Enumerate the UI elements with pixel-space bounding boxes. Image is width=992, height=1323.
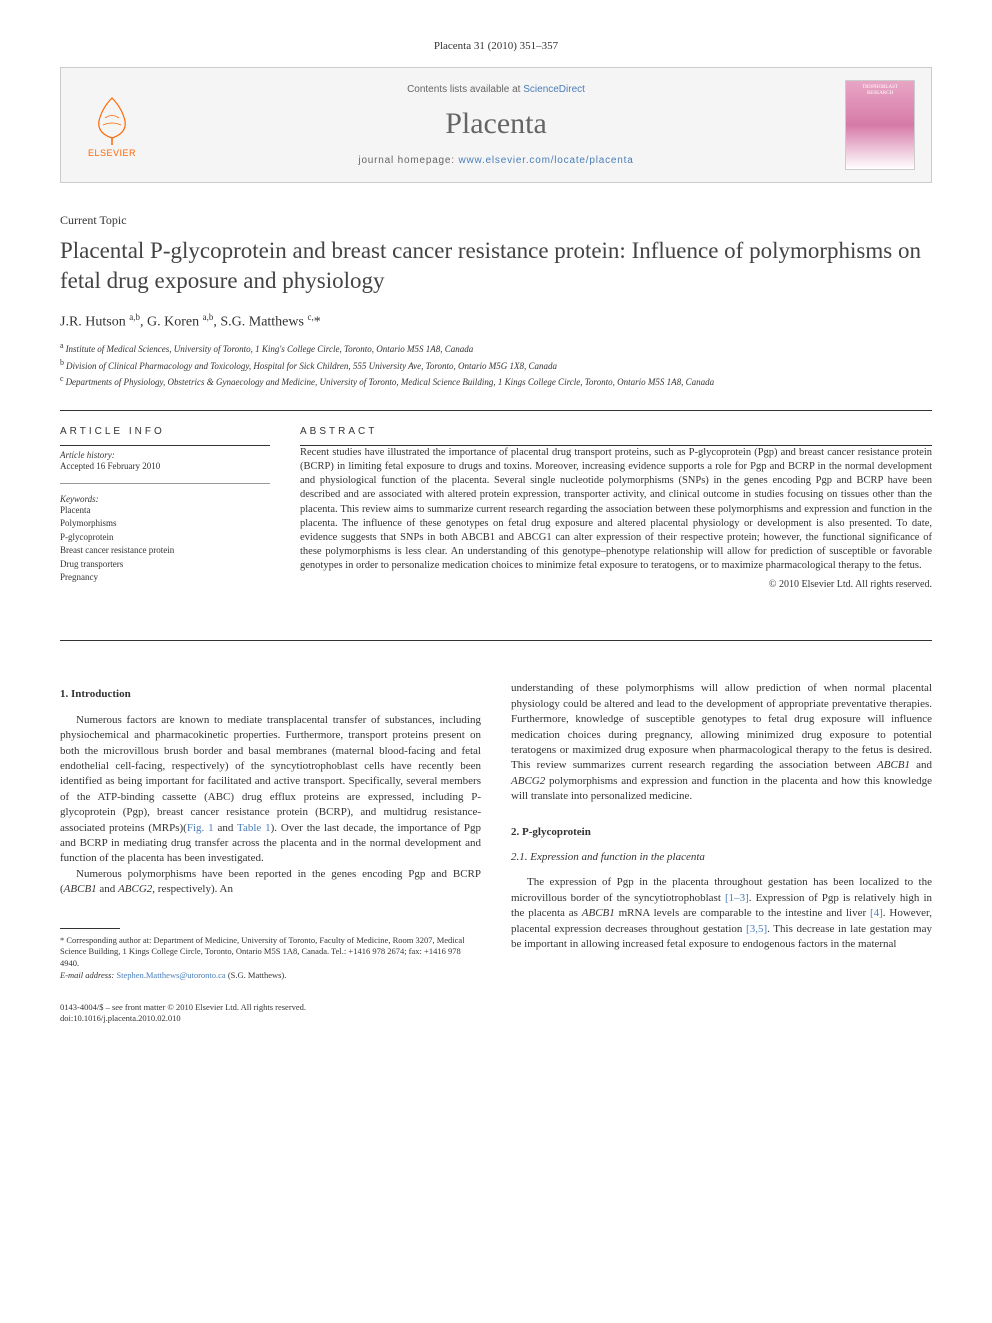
homepage-link[interactable]: www.elsevier.com/locate/placenta (458, 155, 633, 166)
divider-bottom (60, 640, 932, 641)
info-abstract-row: ARTICLE INFO Article history: Accepted 1… (60, 426, 932, 591)
elsevier-logo: ELSEVIER (77, 85, 147, 165)
affiliations: a Institute of Medical Sciences, Univers… (60, 340, 932, 390)
affiliation-line: a Institute of Medical Sciences, Univers… (60, 340, 932, 357)
article-info-heading: ARTICLE INFO (60, 426, 270, 437)
keywords-label: Keywords: (60, 494, 270, 504)
article-type: Current Topic (60, 213, 932, 228)
body-text: 1. Introduction Numerous factors are kno… (60, 681, 932, 1024)
article-info-column: ARTICLE INFO Article history: Accepted 1… (60, 426, 270, 591)
keyword-item: Breast cancer resistance protein (60, 544, 270, 558)
journal-header-box: ELSEVIER Contents lists available at Sci… (60, 67, 932, 183)
journal-cover-thumbnail: TROPHOBLAST RESEARCH (845, 80, 915, 170)
email-suffix: (S.G. Matthews). (226, 970, 287, 980)
col2-para-1: understanding of these polymorphisms wil… (511, 681, 932, 804)
footnote-email-line: E-mail address: Stephen.Matthews@utoront… (60, 970, 481, 982)
cover-text-bottom: RESEARCH (867, 91, 893, 97)
keyword-item: P-glycoprotein (60, 531, 270, 545)
footer-issn: 0143-4004/$ – see front matter © 2010 El… (60, 1002, 481, 1013)
info-divider-1 (60, 445, 270, 446)
section-2-heading: 2. P-glycoprotein (511, 825, 932, 840)
info-divider-2 (60, 483, 270, 484)
elsevier-tree-icon (87, 93, 137, 148)
table-1-link[interactable]: Table 1 (237, 822, 271, 834)
contents-prefix: Contents lists available at (407, 84, 523, 95)
section-1-para-2: Numerous polymorphisms have been reporte… (60, 867, 481, 898)
accepted-date: Accepted 16 February 2010 (60, 460, 270, 473)
sciencedirect-link[interactable]: ScienceDirect (523, 84, 585, 95)
keyword-item: Drug transporters (60, 558, 270, 572)
divider-top (60, 410, 932, 411)
affiliation-line: c Departments of Physiology, Obstetrics … (60, 373, 932, 390)
fig-1-link[interactable]: Fig. 1 (187, 822, 214, 834)
citation-header: Placenta 31 (2010) 351–357 (60, 40, 932, 52)
email-label: E-mail address: (60, 970, 116, 980)
journal-name: Placenta (167, 107, 825, 141)
abstract-heading: ABSTRACT (300, 426, 932, 437)
header-center: Contents lists available at ScienceDirec… (167, 84, 825, 166)
section-2-1-para-1: The expression of Pgp in the placenta th… (511, 875, 932, 952)
corresponding-author-footnote: * Corresponding author at: Department of… (60, 935, 481, 983)
homepage-prefix: journal homepage: (358, 155, 458, 166)
affiliation-line: b Division of Clinical Pharmacology and … (60, 357, 932, 374)
body-column-right: understanding of these polymorphisms wil… (511, 681, 932, 1024)
section-1-heading: 1. Introduction (60, 687, 481, 702)
keyword-item: Polymorphisms (60, 517, 270, 531)
article-title: Placental P-glycoprotein and breast canc… (60, 236, 932, 296)
copyright-line: © 2010 Elsevier Ltd. All rights reserved… (300, 579, 932, 590)
keyword-item: Pregnancy (60, 571, 270, 585)
body-column-left: 1. Introduction Numerous factors are kno… (60, 681, 481, 1024)
keyword-item: Placenta (60, 504, 270, 518)
journal-homepage: journal homepage: www.elsevier.com/locat… (167, 155, 825, 166)
authors-list: J.R. Hutson a,b, G. Koren a,b, S.G. Matt… (60, 312, 932, 331)
contents-available: Contents lists available at ScienceDirec… (167, 84, 825, 95)
keywords-list: PlacentaPolymorphismsP-glycoproteinBreas… (60, 504, 270, 585)
footnote-divider (60, 928, 120, 929)
abstract-column: ABSTRACT Recent studies have illustrated… (300, 426, 932, 591)
ref-4-link[interactable]: [4] (870, 907, 883, 919)
ref-3-5-link[interactable]: [3,5] (746, 923, 767, 935)
section-1-para-1: Numerous factors are known to mediate tr… (60, 713, 481, 867)
footnote-address: * Corresponding author at: Department of… (60, 935, 481, 971)
ref-1-3-link[interactable]: [1–3] (725, 892, 749, 904)
history-label: Article history: (60, 450, 270, 460)
elsevier-label: ELSEVIER (88, 148, 136, 158)
abstract-text: Recent studies have illustrated the impo… (300, 446, 932, 574)
email-link[interactable]: Stephen.Matthews@utoronto.ca (116, 970, 225, 980)
footer-doi: doi:10.1016/j.placenta.2010.02.010 (60, 1013, 481, 1024)
section-2-1-heading: 2.1. Expression and function in the plac… (511, 850, 932, 865)
